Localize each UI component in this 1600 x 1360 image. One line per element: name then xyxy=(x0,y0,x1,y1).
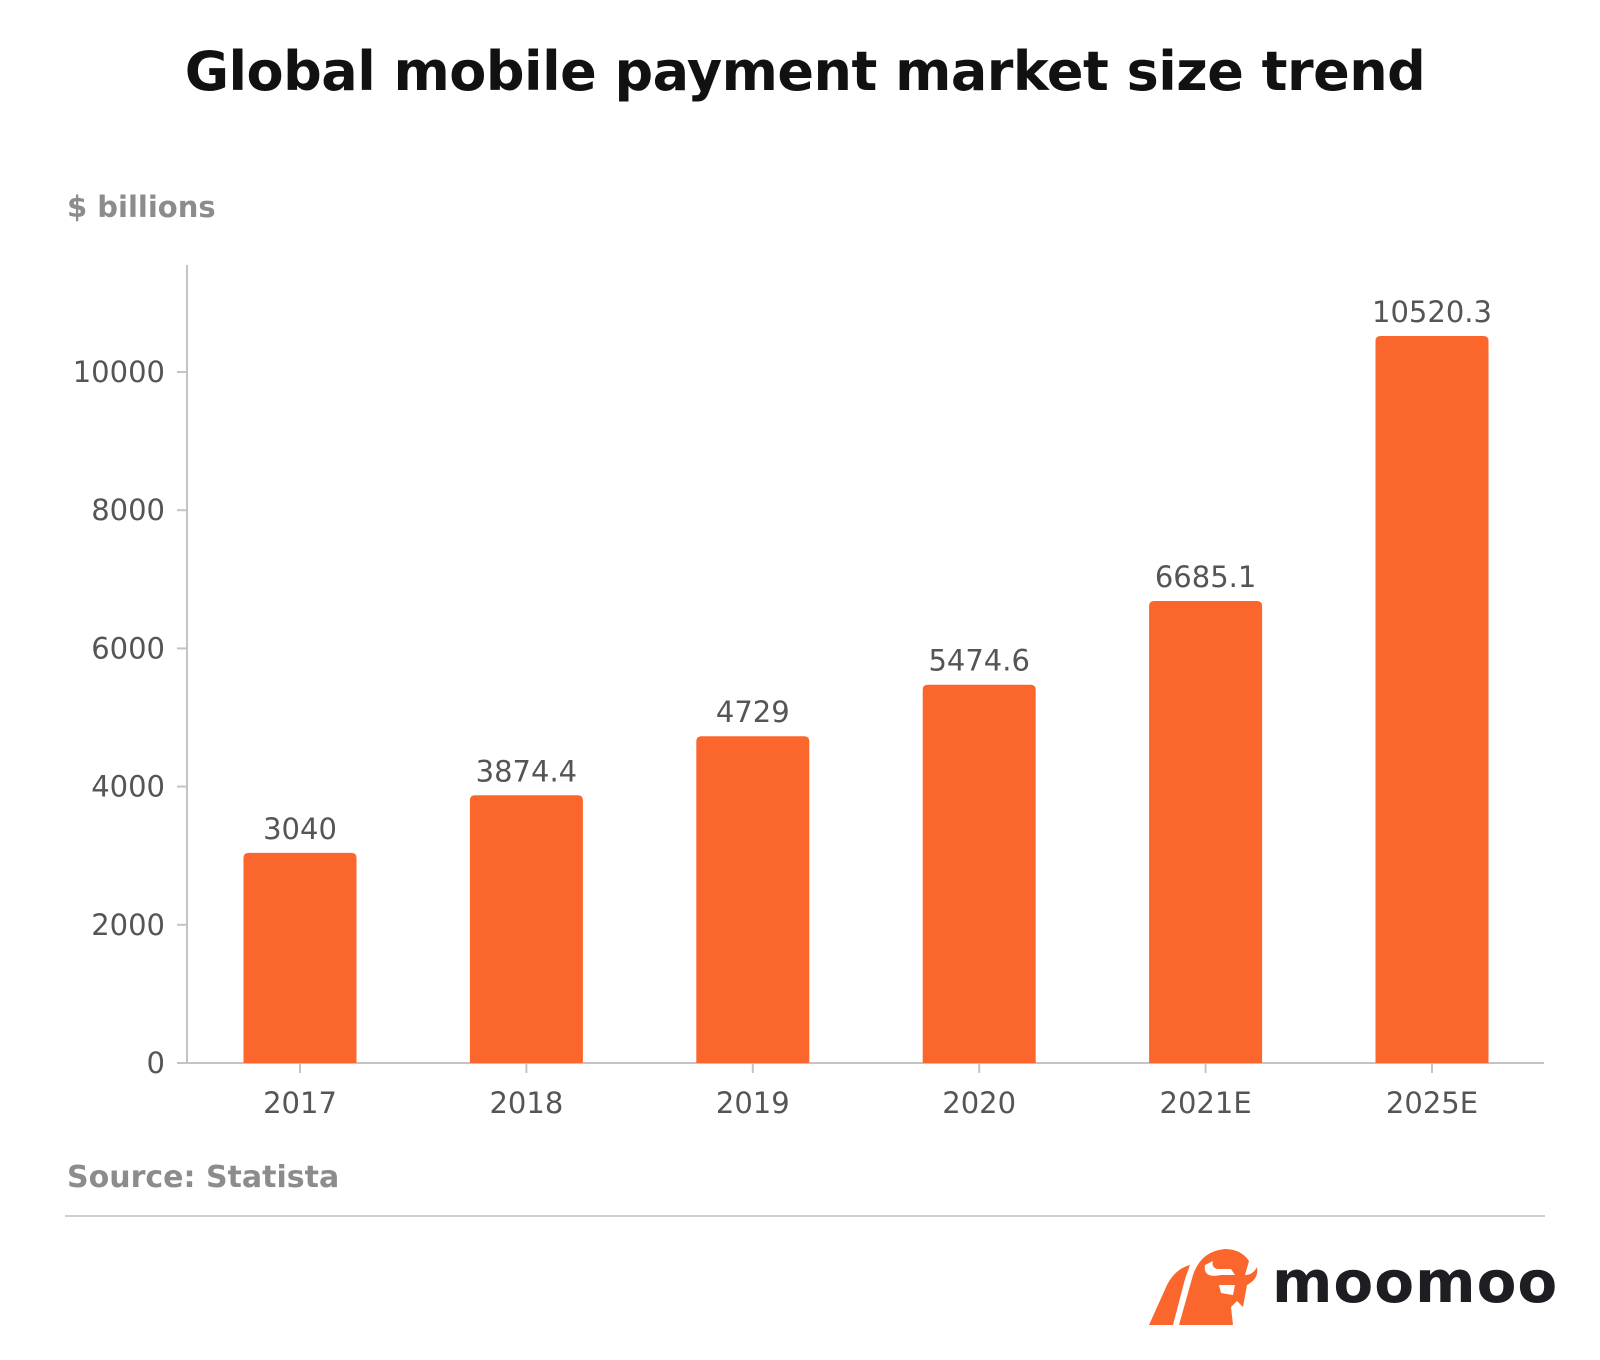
y-tick-label: 0 xyxy=(147,1046,165,1080)
x-tick-label: 2018 xyxy=(489,1086,563,1120)
bar xyxy=(1149,601,1263,1063)
x-tick-label: 2020 xyxy=(942,1086,1016,1120)
chart-title: Global mobile payment market size trend xyxy=(184,40,1426,103)
y-axis-label: $ billions xyxy=(67,190,216,224)
y-tick-label: 6000 xyxy=(91,631,165,665)
data-label: 5474.6 xyxy=(928,644,1029,678)
x-tick-label: 2017 xyxy=(263,1086,337,1120)
x-tick-label: 2021E xyxy=(1160,1086,1252,1120)
bar xyxy=(469,795,583,1063)
y-tick-label: 4000 xyxy=(91,770,165,804)
data-label: 4729 xyxy=(716,695,790,729)
data-label: 3040 xyxy=(263,812,337,846)
bar xyxy=(243,852,357,1063)
data-label: 6685.1 xyxy=(1155,560,1256,594)
bar-chart: 0 2000 4000 6000 8000 10000 3040 2017 3874.4 2018… xyxy=(73,265,1544,1120)
y-tick-label: 8000 xyxy=(91,493,165,527)
y-tick-label: 10000 xyxy=(73,355,165,389)
x-tick-label: 2019 xyxy=(716,1086,790,1120)
x-tick-label: 2025E xyxy=(1386,1086,1478,1120)
bar xyxy=(922,684,1036,1063)
divider xyxy=(65,1215,1545,1217)
moomoo-bull-logo-icon xyxy=(1149,1249,1258,1325)
data-label: 3874.4 xyxy=(476,754,577,788)
bar xyxy=(1375,336,1489,1064)
brand-name: moomoo xyxy=(1272,1248,1559,1316)
y-tick-label: 2000 xyxy=(91,908,165,942)
data-label: 10520.3 xyxy=(1372,295,1492,329)
source-note: Source: Statista xyxy=(67,1160,340,1195)
bar xyxy=(696,736,810,1063)
